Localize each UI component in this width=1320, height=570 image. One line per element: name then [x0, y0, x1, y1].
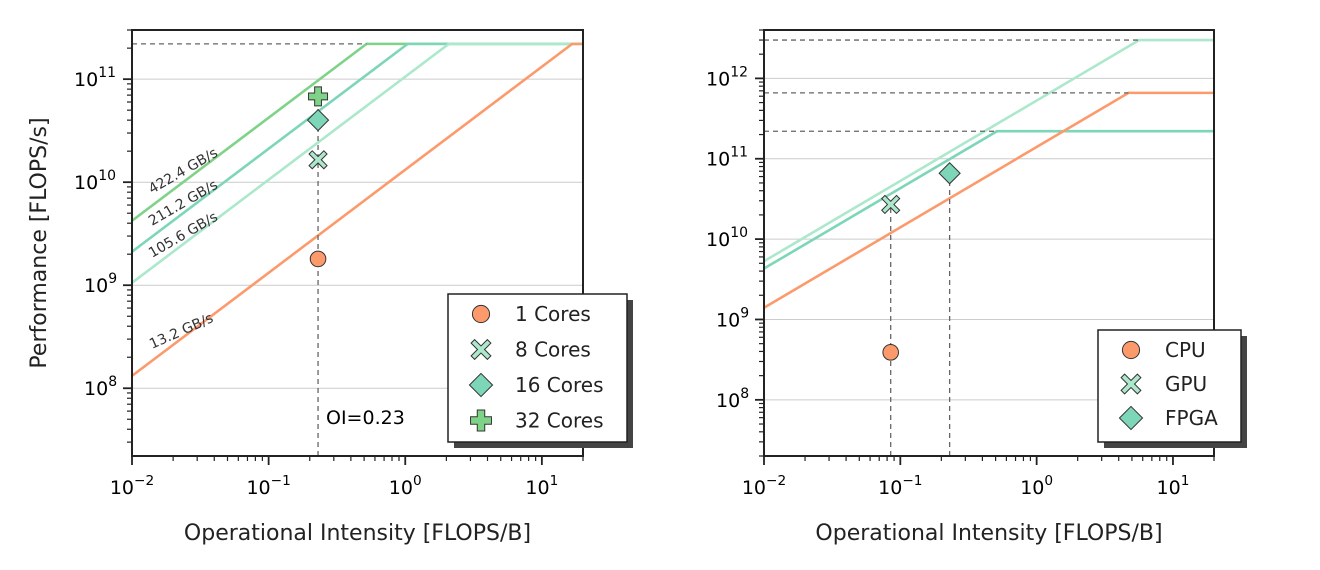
roofline-bandwidth-label: 13.2 GB/s: [147, 310, 216, 352]
x-tick-label: 101: [525, 473, 558, 499]
legend: CPU GPU FPGA: [1097, 329, 1247, 448]
data-point-gpu: [880, 194, 901, 215]
data-point-fpga: [938, 162, 961, 185]
data-point-16-cores: [306, 108, 330, 132]
y-tick-label: 108: [84, 374, 117, 400]
legend-marker-fpga: [1118, 405, 1144, 431]
x-axis-label: Operational Intensity [FLOPS/B]: [184, 521, 531, 546]
legend-label: FPGA: [1165, 406, 1218, 430]
legend-label: GPU: [1165, 372, 1207, 396]
y-tick-label: 109: [716, 305, 749, 331]
legend-label: CPU: [1165, 338, 1206, 362]
legend-marker-1-cores: [471, 304, 491, 324]
legend-label: 1 Cores: [515, 302, 591, 326]
data-point-1-cores: [309, 250, 327, 268]
x-tick-label: 100: [389, 473, 422, 499]
roofline-panel-2: 10−2 10−1 100 101 108 109 1010 1011 1012 Operatio…: [706, 29, 1247, 546]
legend: 1 Cores 8 Cores 16 Cores 32 Cores: [447, 293, 633, 448]
legend-marker-cpu: [1121, 340, 1141, 360]
roofline-cpu: [764, 91, 1214, 309]
data-point-8-cores: [308, 150, 328, 170]
oi-annotation: OI=0.23: [326, 407, 405, 429]
plot-area: [764, 38, 1214, 456]
y-axis-label: Performance [FLOPS/s]: [27, 117, 52, 368]
y-tick-label: 1012: [706, 64, 748, 90]
x-tick-label: 101: [1157, 473, 1190, 499]
legend-marker-gpu: [1120, 373, 1142, 395]
y-tick-label: 109: [84, 271, 117, 297]
legend-label: 8 Cores: [515, 338, 591, 362]
roofline-105-6-gb-s: [132, 42, 583, 284]
roofline-13-2-gb-s: [132, 42, 583, 377]
legend-marker-16-cores: [468, 372, 494, 398]
x-tick-label: 10−2: [742, 473, 786, 499]
y-tick-label: 1011: [74, 65, 116, 91]
x-tick-label: 100: [1020, 473, 1053, 499]
y-tick-label: 1010: [706, 225, 748, 251]
legend-marker-8-cores: [470, 338, 492, 361]
x-tick-label: 10−2: [110, 473, 154, 499]
legend-label: 16 Cores: [515, 373, 604, 397]
data-point-32-cores: [308, 86, 329, 107]
axes-frame: [131, 29, 584, 457]
x-tick-label: 10−1: [878, 473, 922, 499]
legend-marker-32-cores: [470, 409, 492, 432]
roofline-fpga: [764, 129, 1214, 270]
y-tick-label: 108: [716, 386, 749, 412]
roofline-gpu: [764, 38, 1214, 263]
y-tick-label: 1011: [706, 145, 748, 171]
legend-label: 32 Cores: [515, 409, 604, 433]
x-tick-label: 10−1: [246, 473, 290, 499]
x-axis-label: Operational Intensity [FLOPS/B]: [815, 521, 1162, 546]
legend-box: [1097, 329, 1242, 443]
y-tick-label: 1010: [74, 168, 116, 194]
data-point-cpu: [882, 344, 899, 361]
